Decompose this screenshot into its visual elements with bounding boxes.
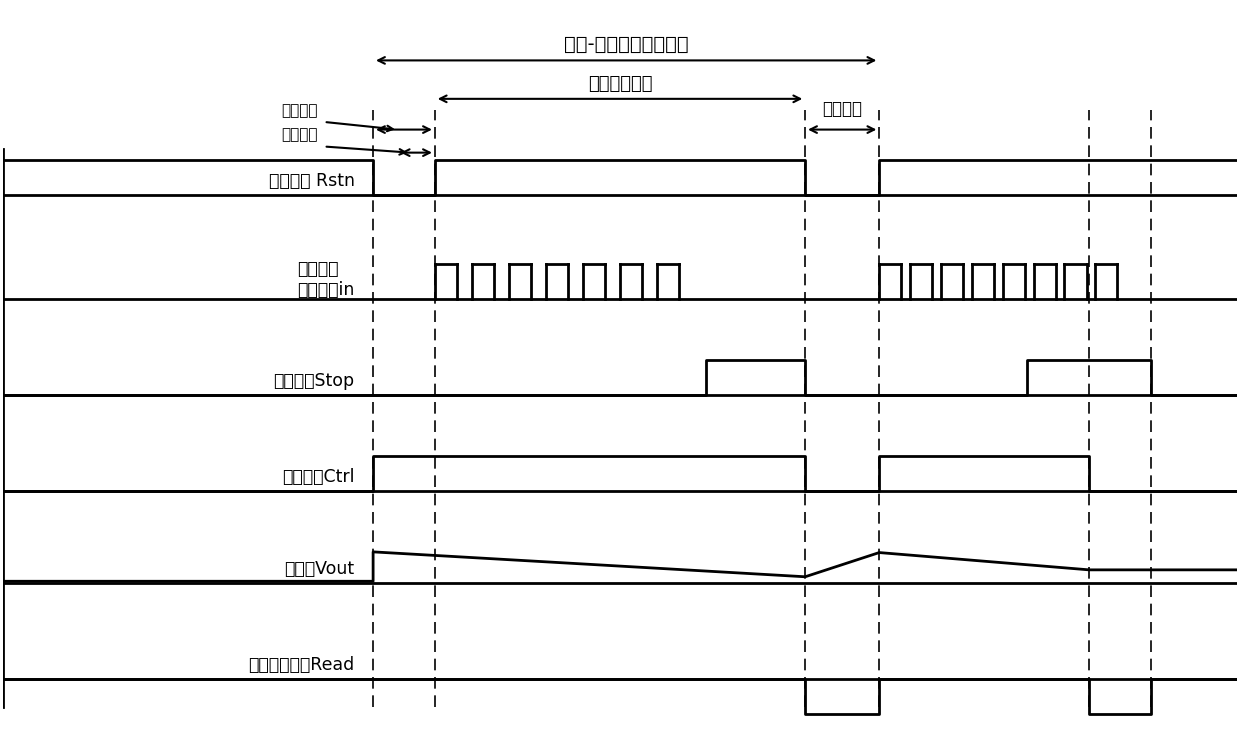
Text: 时间-模拟转换一帧周期: 时间-模拟转换一帧周期 bbox=[564, 35, 688, 54]
Text: 放电计时阶段: 放电计时阶段 bbox=[588, 74, 652, 92]
Text: 复位信号 Rstn: 复位信号 Rstn bbox=[269, 172, 355, 190]
Text: 雪崩脉冲
输入信号in: 雪崩脉冲 输入信号in bbox=[298, 261, 355, 299]
Text: 电容电Vout: 电容电Vout bbox=[284, 560, 355, 578]
Text: 输入读取信号Read: 输入读取信号Read bbox=[248, 656, 355, 674]
Text: 停止信号Stop: 停止信号Stop bbox=[274, 372, 355, 390]
Text: 等待阶段: 等待阶段 bbox=[281, 128, 317, 143]
Text: 控制信号Ctrl: 控制信号Ctrl bbox=[281, 468, 355, 486]
Text: 读出阶段: 读出阶段 bbox=[822, 100, 862, 118]
Text: 复位阶段: 复位阶段 bbox=[281, 103, 317, 118]
